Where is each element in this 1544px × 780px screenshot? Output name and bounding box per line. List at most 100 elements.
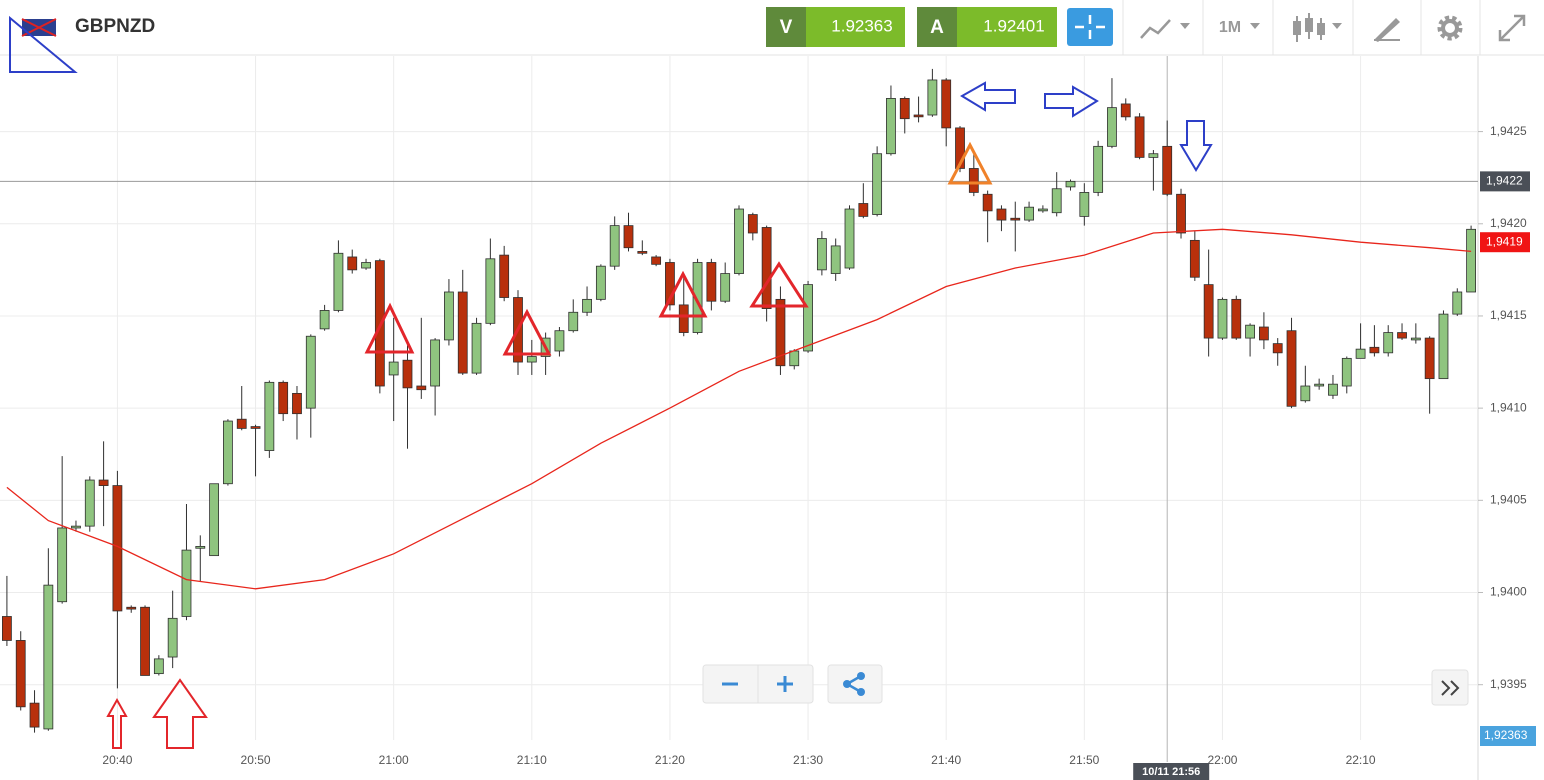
candle-body [1466,228,1476,293]
drawing-tools-button[interactable] [1374,18,1400,42]
candle-body [471,322,482,374]
candle-body [886,98,896,155]
triangle [658,270,708,318]
x-tick-label: 21:00 [379,753,409,767]
candle-body [1148,153,1159,158]
candle-body [126,606,137,610]
arrow-down [1179,120,1213,172]
candle-body [457,291,468,374]
gear-ring [1441,19,1459,37]
dropdown-caret [1180,23,1190,29]
x-tick-label: 21:20 [655,753,685,767]
candle-body [305,335,316,409]
candle-style-button[interactable] [1293,13,1342,42]
candle-body [665,262,675,306]
candle-body [361,262,371,269]
y-tick-label: 1,9410 [1490,400,1527,414]
candle-body [402,359,413,389]
candle-body [747,214,758,234]
candle-body [775,298,786,367]
candle-body [1065,180,1076,188]
x-tick-label: 22:00 [1207,753,1237,767]
double-chevron [1441,680,1460,696]
share-dot [857,688,865,696]
candle-body [1355,348,1366,359]
y-tick-label: 1,9400 [1490,585,1527,599]
candle-body [347,256,358,271]
x-tick-label: 22:10 [1346,753,1376,767]
symbol: GBPNZD [75,16,155,37]
x-tick-label: 21:10 [517,753,547,767]
candle-body [678,304,689,333]
sell-label-box [766,7,806,47]
price-tag-box [1480,232,1530,253]
x-tick-label: 21:30 [793,753,823,767]
arrow-up [106,697,128,749]
sell-price: 1.92363 [831,16,892,35]
settings-button[interactable] [1437,15,1463,41]
arrow-left [960,81,1016,112]
candle-body [582,298,592,313]
candle-body [223,420,233,485]
sell-button[interactable]: V 1.92363 [766,7,905,47]
candle-body [250,426,261,429]
candle-body [167,617,178,658]
candle-body [623,225,634,249]
candle-body [844,208,855,269]
x-tick-label: 20:40 [102,753,132,767]
buy-label: A [930,17,944,38]
candle-body [609,225,620,267]
candle-body [57,527,68,603]
fullscreen-button[interactable] [1498,14,1526,42]
candle-body [996,208,1007,221]
candle-body [1120,103,1131,118]
candle-body [982,193,993,212]
y-tick-label: 1,9420 [1490,216,1527,230]
candle-body [789,350,800,367]
candle-body [1176,193,1186,234]
zoom-controls [702,664,814,704]
candle-body [1189,239,1200,278]
arrow-up [152,678,208,749]
crosshair-button[interactable] [1067,8,1113,46]
candle-body [209,483,220,557]
candle-body [319,310,330,330]
crosshair-icon [1075,15,1105,39]
buy-button[interactable]: A 1.92401 [917,7,1057,47]
crosshair-y-label: 1,9422 [1486,174,1523,188]
candle-body [1410,337,1421,341]
share-button[interactable] [827,664,883,704]
candle-body [292,392,302,415]
candle-body [388,361,399,376]
y-tick-label: 1,9415 [1490,308,1527,322]
candle-body [499,254,510,298]
crosshair-button-box [1067,8,1113,46]
candle-body [1231,298,1242,339]
candle-body [526,356,537,363]
candle-body [899,98,910,120]
candle-body [651,256,662,265]
candle-body [29,702,40,728]
y-tick-label: 1,9395 [1490,677,1527,691]
candle-body [264,381,275,451]
chart-type-button[interactable] [1140,19,1190,39]
y-tick-label: 1,9425 [1490,124,1527,138]
candle-body [15,640,26,708]
timeframe-button[interactable]: 1M [1219,19,1260,36]
candle-body [1258,326,1269,341]
candle-body [1272,343,1283,354]
candle-body [692,262,703,333]
crosshair-y-box [1480,171,1530,192]
candle-body [927,79,938,116]
marks [2,68,1476,733]
candle-body [554,330,565,352]
zoom-in-button[interactable] [777,676,793,692]
pen-icon [1374,18,1400,42]
timeframe: 1M [1219,19,1241,36]
scroll-to-end-button[interactable] [1431,669,1469,706]
candle-body [1051,188,1062,214]
sell-price-box [806,7,905,47]
candle-body [1107,107,1117,147]
share-dot [843,680,851,688]
